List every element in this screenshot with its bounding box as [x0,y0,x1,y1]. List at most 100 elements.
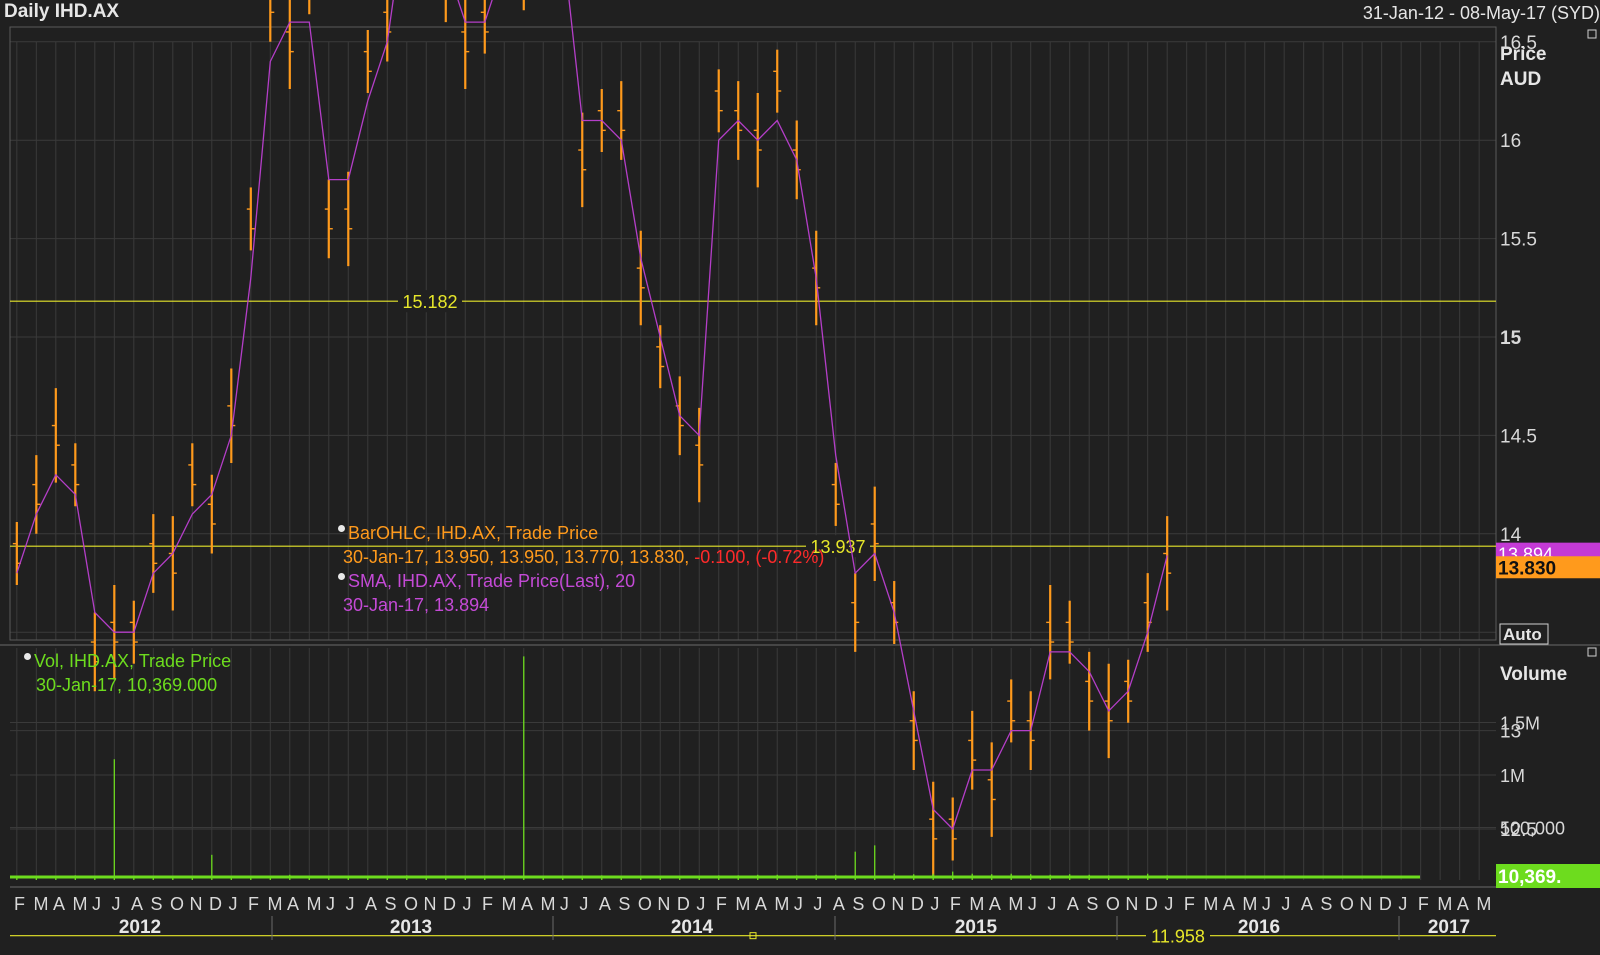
month-label: J [1262,894,1271,914]
volume-tick-label: 1M [1500,766,1525,786]
month-label: J [228,894,237,914]
hline-label-bg [1146,924,1210,947]
month-label: J [1398,894,1407,914]
price-axis-unit: AUD [1500,69,1541,90]
month-label: M [1008,894,1023,914]
month-label: M [1203,894,1218,914]
month-label: A [599,894,611,914]
month-label: F [950,894,961,914]
month-label: O [872,894,886,914]
auto-scale-label: Auto [1503,625,1542,644]
volume-legend-values: 30-Jan-17, 10,369.000 [36,675,218,695]
month-label: M [1437,894,1452,914]
year-label: 2015 [955,917,998,938]
month-label: N [657,894,670,914]
hline-label-bg [398,290,462,313]
volume-last-value-badge [1496,864,1600,888]
month-label: D [443,894,456,914]
month-label: J [560,894,569,914]
month-label: M [774,894,789,914]
panel-collapse-icon [1587,647,1597,657]
hline-label: 15.182 [402,292,457,312]
month-label: A [1301,894,1313,914]
ohlc-series [12,0,1172,877]
month-label: J [111,894,120,914]
price-axis-title: Price [1500,44,1546,65]
sma-line [16,0,1168,831]
month-label: O [1340,894,1354,914]
month-label: J [345,894,354,914]
month-label: A [1223,894,1235,914]
month-label: A [521,894,533,914]
price-tick-label: 14 [1500,525,1522,546]
month-label: F [716,894,727,914]
month-label: A [365,894,377,914]
year-label: 2016 [1238,917,1280,938]
month-label: M [267,894,282,914]
month-label: N [1359,894,1372,914]
month-label: M [969,894,984,914]
price-tick-label: 15.5 [1500,230,1537,251]
chart-title: Daily IHD.AX [4,1,120,22]
month-label: S [150,894,162,914]
month-label: A [131,894,143,914]
panel-collapse-icon [1587,29,1597,39]
legend-knob-icon[interactable] [338,573,345,580]
month-label: S [1086,894,1098,914]
month-label: F [1184,894,1195,914]
month-label: J [92,894,101,914]
price-panel-frame [9,26,1497,641]
month-label: A [1457,894,1469,914]
month-label: A [989,894,1001,914]
month-label: J [794,894,803,914]
month-label: F [14,894,25,914]
price-tick-label: 15 [1500,328,1522,349]
month-label: D [209,894,222,914]
auto-scale-button [1499,623,1549,645]
month-label: M [1242,894,1257,914]
volume-series [10,656,1420,880]
sma-legend-values: 30-Jan-17, 13.894 [343,595,490,615]
month-label: A [1067,894,1079,914]
month-label: J [1028,894,1037,914]
year-label: 2014 [671,917,714,938]
date-range: 31-Jan-12 - 08-May-17 (SYD) [1362,3,1600,23]
month-label: J [462,894,471,914]
month-label: D [911,894,924,914]
price-legend: BarOHLC, IHD.AX, Trade Price 30-Jan-17, … [338,521,824,617]
volume-tick-label: 1.5M [1500,714,1540,734]
month-label: M [72,894,87,914]
legend-knob-icon[interactable] [338,525,345,532]
price-tick-label: 14.5 [1500,426,1537,447]
month-label: F [482,894,493,914]
month-label: M [735,894,750,914]
hline-handle [749,932,757,940]
month-label: J [326,894,335,914]
sma-legend-label: SMA, IHD.AX, Trade Price(Last), 20 [348,571,636,591]
month-label: O [404,894,418,914]
month-label: D [1379,894,1392,914]
month-label: M [1476,894,1491,914]
month-label: F [1418,894,1429,914]
right-axis: PriceAUD12.51313.51414.51515.51616.51717… [1496,29,1600,888]
month-label: N [423,894,436,914]
month-label: S [1320,894,1332,914]
hline-label-bg [806,535,870,558]
close-last-value-badge [1496,556,1600,579]
legend-knob-icon[interactable] [24,653,31,660]
month-label: A [53,894,65,914]
month-label: F [248,894,259,914]
price-tick-label: 16 [1500,131,1521,152]
month-label: J [1164,894,1173,914]
month-label: D [677,894,690,914]
month-label: M [306,894,321,914]
month-label: O [170,894,184,914]
month-label: M [540,894,555,914]
month-label: N [891,894,904,914]
year-label: 2013 [390,917,432,938]
month-label: J [1047,894,1056,914]
month-label: O [1106,894,1120,914]
year-label: 2012 [119,917,161,938]
